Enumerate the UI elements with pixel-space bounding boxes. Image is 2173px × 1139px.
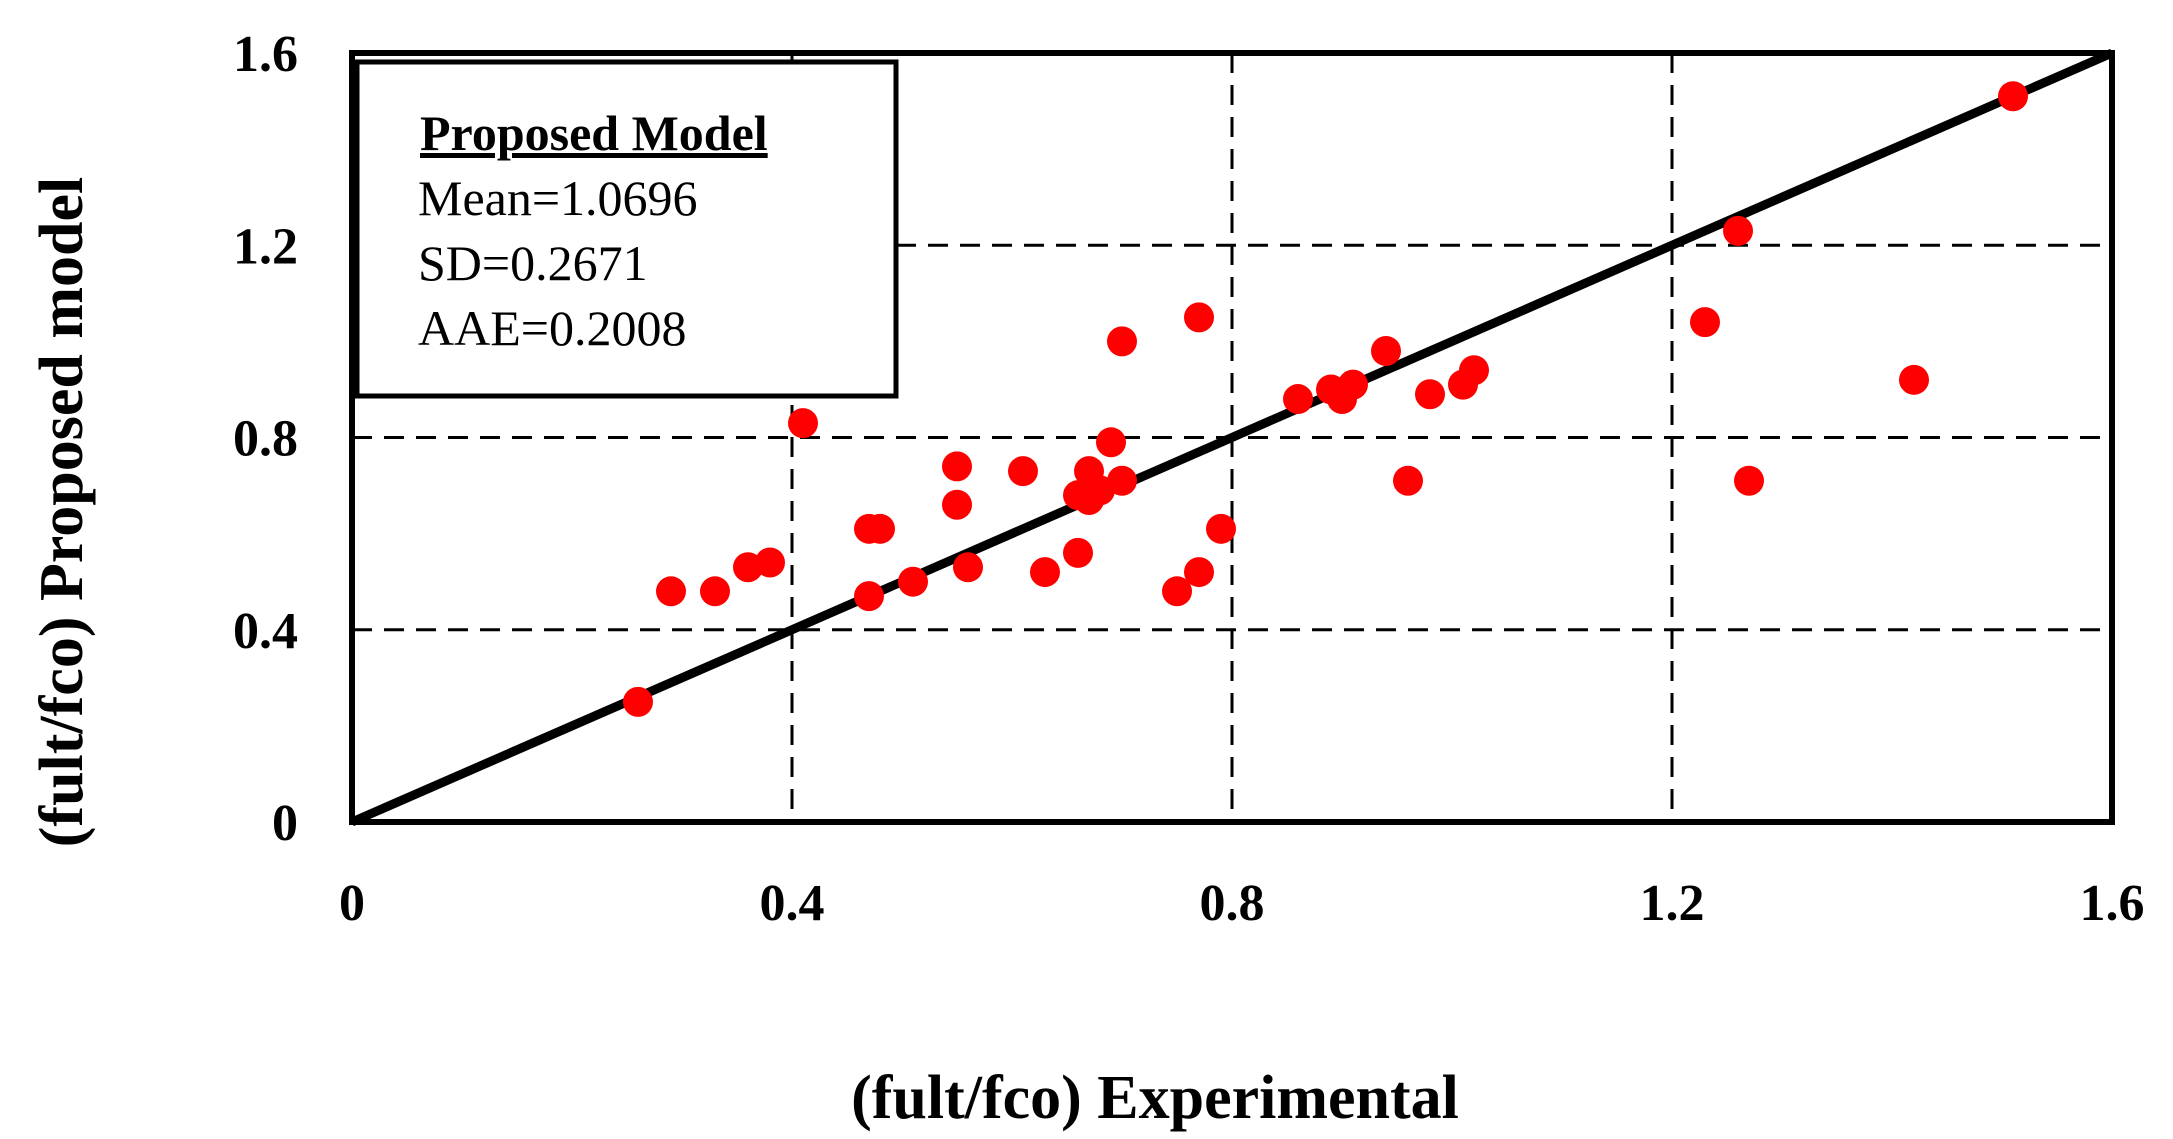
data-point — [1107, 326, 1137, 357]
x-tick-label: 0.4 — [760, 875, 825, 932]
data-point — [953, 552, 983, 583]
data-point — [1338, 369, 1368, 400]
data-point — [1690, 307, 1720, 338]
x-tick-label: 1.6 — [2080, 875, 2145, 932]
plot-area-frame — [349, 50, 2115, 825]
y-axis-title: (fult/fco) Proposed model — [28, 177, 96, 847]
data-point — [1283, 384, 1313, 415]
legend-frame — [354, 59, 899, 399]
data-point — [1899, 364, 1929, 395]
data-point — [788, 408, 818, 439]
data-point — [623, 686, 653, 717]
data-point — [1371, 335, 1401, 366]
legend-sd: SD=0.2671 — [418, 235, 648, 291]
y-tick-label: 0.8 — [233, 411, 298, 468]
data-point — [1096, 427, 1126, 458]
y-tick-label: 0 — [272, 795, 298, 852]
legend-mean: Mean=1.0696 — [418, 170, 698, 226]
data-points — [623, 81, 2028, 717]
data-point — [1184, 557, 1214, 588]
data-point — [1393, 465, 1423, 496]
x-tick-label: 1.2 — [1640, 875, 1705, 932]
data-point — [865, 513, 895, 544]
data-point — [1723, 215, 1753, 246]
data-point — [1415, 379, 1445, 410]
data-point — [1998, 81, 2028, 112]
x-tick-label: 0.8 — [1200, 875, 1265, 932]
data-point — [755, 547, 785, 578]
data-point — [1184, 302, 1214, 333]
x-axis-title: (fult/fco) Experimental — [851, 1064, 1459, 1132]
data-point — [854, 581, 884, 612]
data-point — [898, 566, 928, 597]
data-point — [1162, 576, 1192, 607]
data-point — [1030, 557, 1060, 588]
data-point — [1734, 465, 1764, 496]
x-axis-ticks: 0 0.4 0.8 1.2 1.6 — [339, 875, 2145, 932]
data-point — [942, 451, 972, 482]
y-axis-ticks: 0 0.4 0.8 1.2 1.6 — [233, 26, 298, 852]
legend-aae: AAE=0.2008 — [418, 300, 686, 356]
legend-box: Proposed Model Mean=1.0696 SD=0.2671 AAE… — [354, 59, 899, 399]
y-tick-label: 1.6 — [233, 26, 298, 83]
y-tick-label: 1.2 — [233, 218, 298, 275]
data-point — [1206, 513, 1236, 544]
legend-title: Proposed Model — [420, 105, 768, 161]
data-point — [1459, 355, 1489, 386]
data-point — [942, 489, 972, 520]
data-point — [1107, 465, 1137, 496]
data-point — [1063, 537, 1093, 568]
y-tick-label: 0.4 — [233, 603, 298, 660]
x-tick-label: 0 — [339, 875, 365, 932]
data-point — [656, 576, 686, 607]
data-point — [700, 576, 730, 607]
data-point — [1008, 456, 1038, 487]
